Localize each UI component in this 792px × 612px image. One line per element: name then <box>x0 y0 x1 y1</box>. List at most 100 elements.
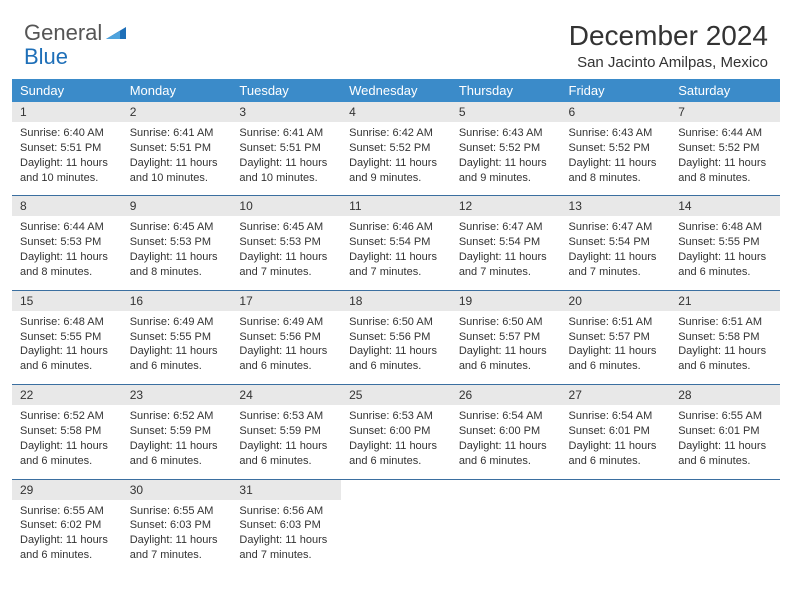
day-number: 29 <box>12 480 122 500</box>
calendar-cell: 11Sunrise: 6:46 AMSunset: 5:54 PMDayligh… <box>341 196 451 290</box>
calendar-cell <box>341 479 451 573</box>
calendar-body: 1Sunrise: 6:40 AMSunset: 5:51 PMDaylight… <box>12 102 780 573</box>
dayheader-tue: Tuesday <box>231 79 341 102</box>
sunrise-text: Sunrise: 6:55 AM <box>678 409 772 424</box>
dayheader-sun: Sunday <box>12 79 122 102</box>
sunrise-text: Sunrise: 6:44 AM <box>678 126 772 141</box>
calendar-cell: 27Sunrise: 6:54 AMSunset: 6:01 PMDayligh… <box>561 385 671 479</box>
calendar-row: 1Sunrise: 6:40 AMSunset: 5:51 PMDaylight… <box>12 102 780 196</box>
daylight-text: Daylight: 11 hours and 6 minutes. <box>569 344 663 374</box>
day-details: Sunrise: 6:52 AMSunset: 5:59 PMDaylight:… <box>122 405 232 478</box>
calendar-cell: 4Sunrise: 6:42 AMSunset: 5:52 PMDaylight… <box>341 102 451 196</box>
sunset-text: Sunset: 6:01 PM <box>569 424 663 439</box>
sunrise-text: Sunrise: 6:54 AM <box>569 409 663 424</box>
sunset-text: Sunset: 5:51 PM <box>130 141 224 156</box>
sunrise-text: Sunrise: 6:53 AM <box>239 409 333 424</box>
day-number: 15 <box>12 291 122 311</box>
day-details: Sunrise: 6:44 AMSunset: 5:53 PMDaylight:… <box>12 216 122 289</box>
sunset-text: Sunset: 6:00 PM <box>349 424 443 439</box>
calendar-cell: 8Sunrise: 6:44 AMSunset: 5:53 PMDaylight… <box>12 196 122 290</box>
daylight-text: Daylight: 11 hours and 10 minutes. <box>130 156 224 186</box>
sunset-text: Sunset: 6:02 PM <box>20 518 114 533</box>
daylight-text: Daylight: 11 hours and 10 minutes. <box>20 156 114 186</box>
sunset-text: Sunset: 5:59 PM <box>130 424 224 439</box>
sunset-text: Sunset: 5:55 PM <box>130 330 224 345</box>
calendar-cell: 22Sunrise: 6:52 AMSunset: 5:58 PMDayligh… <box>12 385 122 479</box>
sunset-text: Sunset: 5:57 PM <box>569 330 663 345</box>
daylight-text: Daylight: 11 hours and 8 minutes. <box>130 250 224 280</box>
day-details: Sunrise: 6:51 AMSunset: 5:58 PMDaylight:… <box>670 311 780 384</box>
month-title: December 2024 <box>569 20 768 52</box>
sunrise-text: Sunrise: 6:54 AM <box>459 409 553 424</box>
day-details: Sunrise: 6:55 AMSunset: 6:01 PMDaylight:… <box>670 405 780 478</box>
daylight-text: Daylight: 11 hours and 7 minutes. <box>130 533 224 563</box>
daylight-text: Daylight: 11 hours and 8 minutes. <box>20 250 114 280</box>
day-number: 21 <box>670 291 780 311</box>
day-details: Sunrise: 6:40 AMSunset: 5:51 PMDaylight:… <box>12 122 122 195</box>
calendar-cell: 23Sunrise: 6:52 AMSunset: 5:59 PMDayligh… <box>122 385 232 479</box>
day-details: Sunrise: 6:48 AMSunset: 5:55 PMDaylight:… <box>12 311 122 384</box>
daylight-text: Daylight: 11 hours and 6 minutes. <box>239 344 333 374</box>
day-number: 27 <box>561 385 671 405</box>
sunset-text: Sunset: 6:00 PM <box>459 424 553 439</box>
day-number: 31 <box>231 480 341 500</box>
title-block: December 2024 San Jacinto Amilpas, Mexic… <box>569 20 768 71</box>
sunrise-text: Sunrise: 6:48 AM <box>20 315 114 330</box>
sunset-text: Sunset: 5:52 PM <box>349 141 443 156</box>
daylight-text: Daylight: 11 hours and 6 minutes. <box>678 250 772 280</box>
daylight-text: Daylight: 11 hours and 6 minutes. <box>459 439 553 469</box>
calendar-cell: 2Sunrise: 6:41 AMSunset: 5:51 PMDaylight… <box>122 102 232 196</box>
calendar-row: 22Sunrise: 6:52 AMSunset: 5:58 PMDayligh… <box>12 385 780 479</box>
daylight-text: Daylight: 11 hours and 8 minutes. <box>569 156 663 186</box>
day-details: Sunrise: 6:46 AMSunset: 5:54 PMDaylight:… <box>341 216 451 289</box>
day-number: 26 <box>451 385 561 405</box>
daylight-text: Daylight: 11 hours and 7 minutes. <box>459 250 553 280</box>
dayheader-wed: Wednesday <box>341 79 451 102</box>
sunset-text: Sunset: 5:55 PM <box>20 330 114 345</box>
calendar-cell: 7Sunrise: 6:44 AMSunset: 5:52 PMDaylight… <box>670 102 780 196</box>
calendar-row: 8Sunrise: 6:44 AMSunset: 5:53 PMDaylight… <box>12 196 780 290</box>
daylight-text: Daylight: 11 hours and 6 minutes. <box>130 344 224 374</box>
day-details: Sunrise: 6:41 AMSunset: 5:51 PMDaylight:… <box>231 122 341 195</box>
calendar-cell: 3Sunrise: 6:41 AMSunset: 5:51 PMDaylight… <box>231 102 341 196</box>
day-details: Sunrise: 6:49 AMSunset: 5:55 PMDaylight:… <box>122 311 232 384</box>
dayheader-thu: Thursday <box>451 79 561 102</box>
calendar-head: Sunday Monday Tuesday Wednesday Thursday… <box>12 79 780 102</box>
sunrise-text: Sunrise: 6:45 AM <box>130 220 224 235</box>
day-number: 16 <box>122 291 232 311</box>
sunrise-text: Sunrise: 6:43 AM <box>459 126 553 141</box>
day-details: Sunrise: 6:48 AMSunset: 5:55 PMDaylight:… <box>670 216 780 289</box>
location-text: San Jacinto Amilpas, Mexico <box>569 54 768 71</box>
day-details: Sunrise: 6:49 AMSunset: 5:56 PMDaylight:… <box>231 311 341 384</box>
daylight-text: Daylight: 11 hours and 6 minutes. <box>678 344 772 374</box>
day-details: Sunrise: 6:53 AMSunset: 5:59 PMDaylight:… <box>231 405 341 478</box>
day-number: 10 <box>231 196 341 216</box>
dayheader-mon: Monday <box>122 79 232 102</box>
day-number: 12 <box>451 196 561 216</box>
calendar-cell: 19Sunrise: 6:50 AMSunset: 5:57 PMDayligh… <box>451 290 561 384</box>
day-details: Sunrise: 6:52 AMSunset: 5:58 PMDaylight:… <box>12 405 122 478</box>
day-number: 17 <box>231 291 341 311</box>
calendar-cell: 24Sunrise: 6:53 AMSunset: 5:59 PMDayligh… <box>231 385 341 479</box>
daylight-text: Daylight: 11 hours and 10 minutes. <box>239 156 333 186</box>
sunrise-text: Sunrise: 6:51 AM <box>678 315 772 330</box>
day-number: 3 <box>231 102 341 122</box>
logo-word1: General <box>24 20 102 46</box>
sunrise-text: Sunrise: 6:55 AM <box>20 504 114 519</box>
day-number: 18 <box>341 291 451 311</box>
calendar-cell: 20Sunrise: 6:51 AMSunset: 5:57 PMDayligh… <box>561 290 671 384</box>
day-number: 28 <box>670 385 780 405</box>
day-details: Sunrise: 6:50 AMSunset: 5:56 PMDaylight:… <box>341 311 451 384</box>
sunrise-text: Sunrise: 6:47 AM <box>459 220 553 235</box>
day-details: Sunrise: 6:43 AMSunset: 5:52 PMDaylight:… <box>451 122 561 195</box>
sunrise-text: Sunrise: 6:50 AM <box>459 315 553 330</box>
day-details: Sunrise: 6:56 AMSunset: 6:03 PMDaylight:… <box>231 500 341 573</box>
sunrise-text: Sunrise: 6:44 AM <box>20 220 114 235</box>
daylight-text: Daylight: 11 hours and 6 minutes. <box>349 439 443 469</box>
sunset-text: Sunset: 5:58 PM <box>20 424 114 439</box>
day-number: 23 <box>122 385 232 405</box>
sunrise-text: Sunrise: 6:45 AM <box>239 220 333 235</box>
calendar-table: Sunday Monday Tuesday Wednesday Thursday… <box>12 79 780 573</box>
sunset-text: Sunset: 5:59 PM <box>239 424 333 439</box>
day-number: 24 <box>231 385 341 405</box>
